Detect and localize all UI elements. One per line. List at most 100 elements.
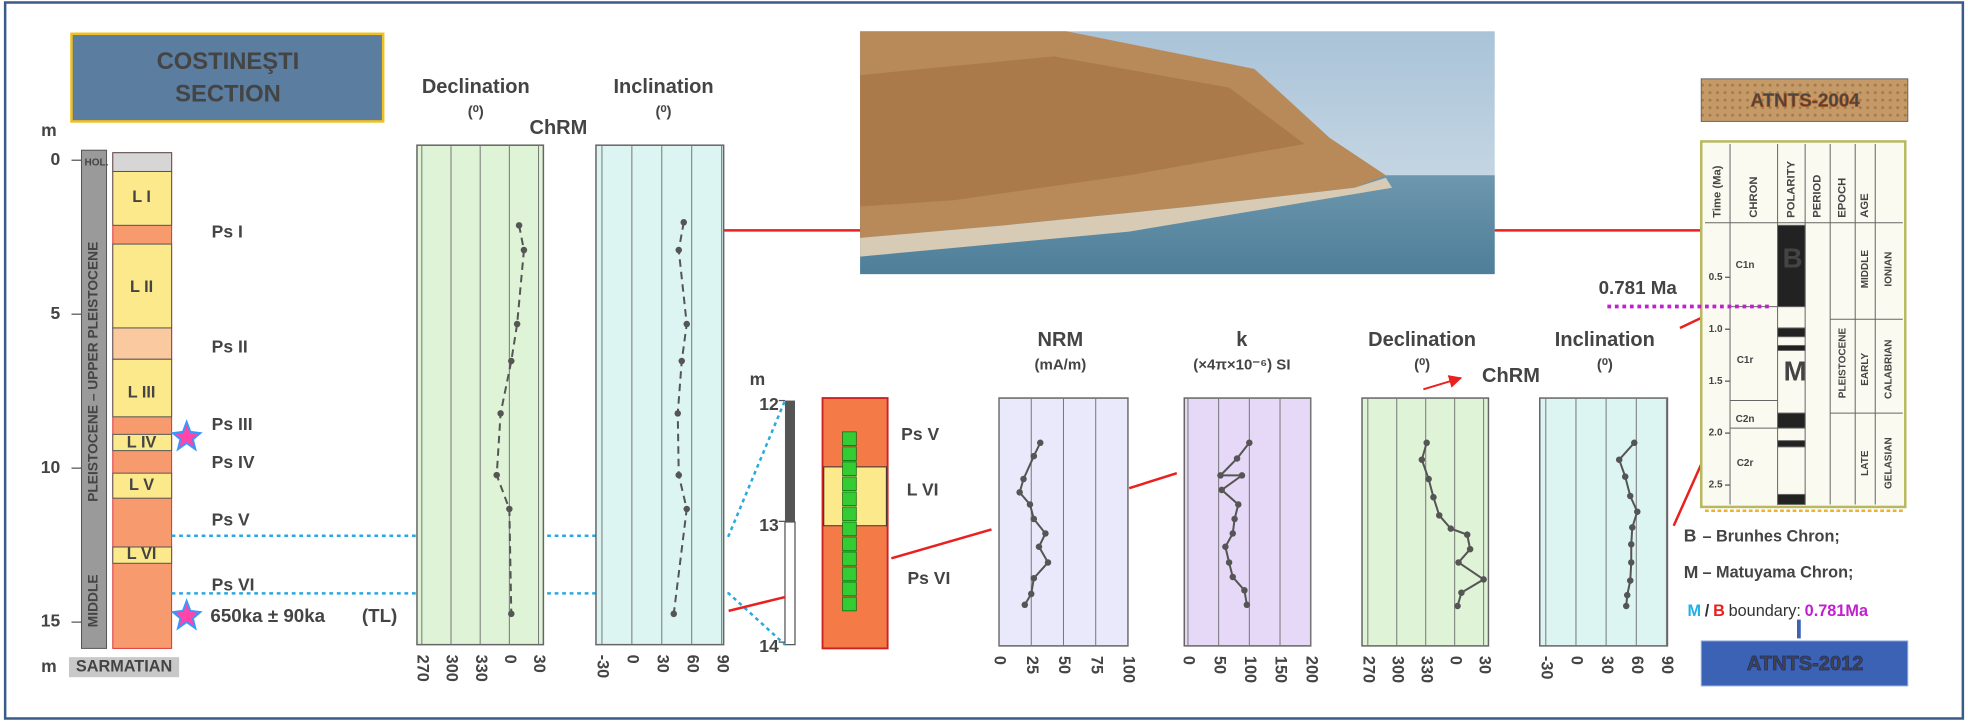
data-point (1463, 531, 1471, 538)
data-point (1430, 493, 1437, 501)
chart-title: Inclination (1555, 329, 1655, 351)
depth-tick-label: 15 (41, 611, 61, 631)
epoch-label: EARLY (1860, 352, 1871, 385)
data-point (1042, 530, 1049, 537)
paleosol-label: Ps VI (212, 574, 255, 594)
data-point (1418, 456, 1426, 463)
data-point (675, 471, 683, 479)
chart-subtitle: (⁰) (1414, 356, 1430, 373)
data-point (1466, 545, 1474, 553)
x-tick-label: 75 (1087, 656, 1105, 674)
data-point (493, 471, 500, 479)
data-point (683, 320, 690, 328)
unit-label: L VI (907, 479, 939, 499)
chart-annotation: ChRM (1482, 365, 1540, 387)
column-header: AGE (1859, 193, 1871, 218)
boundary-label: 0.781 Ma (1599, 277, 1678, 298)
data-point (683, 505, 690, 513)
data-point (506, 505, 513, 513)
x-tick-label: 330 (472, 655, 490, 682)
time-tick-label: 2.5 (1709, 480, 1723, 491)
base-label: SARMATIAN (76, 657, 172, 675)
data-point (1229, 530, 1237, 537)
detail-column (766, 300, 889, 701)
chart-subtitle: (⁰) (468, 104, 484, 121)
data-point (515, 222, 523, 229)
chron-label: C2r (1737, 458, 1754, 469)
x-tick-label: 0 (1568, 656, 1586, 665)
data-point (1615, 456, 1623, 463)
column-header: PERIOD (1812, 175, 1824, 218)
title-box (70, 32, 385, 123)
chart-title: Declination (422, 76, 530, 98)
data-line (672, 222, 688, 614)
photo (860, 31, 1495, 275)
data-point (1622, 602, 1630, 610)
time-tick-label: 2.0 (1709, 428, 1723, 439)
depth-unit: m (750, 369, 766, 389)
depth-tick-label: 5 (50, 303, 60, 323)
x-tick-label: 60 (1628, 656, 1646, 674)
column-header: POLARITY (1785, 160, 1797, 217)
data-point (1623, 591, 1631, 599)
strat-column (68, 149, 180, 678)
x-tick-label: 150 (1272, 656, 1290, 683)
data-point (680, 219, 687, 226)
x-tick-label: 30 (1475, 656, 1493, 674)
data-point (1628, 559, 1635, 566)
legend-part: / (1705, 602, 1710, 620)
data-point (1455, 559, 1462, 566)
x-tick-label: -30 (1538, 656, 1556, 680)
data-point (1241, 587, 1248, 594)
x-tick-label: -30 (594, 655, 612, 679)
data-point (670, 610, 678, 618)
data-point (1044, 559, 1052, 566)
x-tick-label: 30 (1598, 656, 1616, 674)
age-label: IONIAN (1884, 252, 1895, 287)
layer-label: L III (128, 383, 156, 401)
data-point (1030, 515, 1038, 523)
data-point (1229, 573, 1237, 581)
data-point (1035, 543, 1043, 551)
plot-area (1183, 397, 1312, 647)
timescale-title: ATNTS-2012 (1747, 653, 1863, 675)
depth-tick-label: 10 (41, 457, 61, 477)
x-tick-label: 25 (1023, 656, 1041, 674)
data-point (1225, 559, 1233, 566)
x-tick-label: 60 (683, 655, 701, 673)
legend-text: – Brunhes Chron; (1702, 527, 1839, 545)
x-tick-label: 0 (1446, 656, 1464, 665)
legend-part: M (1687, 602, 1701, 620)
x-tick-label: 50 (1210, 656, 1228, 674)
chron-label: C2n (1736, 414, 1755, 425)
column-header: EPOCH (1837, 178, 1849, 218)
depth-unit: m (41, 120, 57, 140)
chart-title: NRM (1038, 329, 1084, 351)
unit-label: Ps V (901, 424, 939, 444)
x-tick-label: 0 (991, 656, 1009, 665)
x-tick-label: 270 (1360, 656, 1378, 683)
depth-tick-label: 12 (759, 394, 779, 414)
x-tick-label: 300 (1388, 656, 1406, 683)
data-point (1425, 475, 1432, 483)
section-title: SECTION (175, 80, 281, 107)
x-tick-label: 30 (653, 655, 671, 673)
data-point (497, 410, 504, 417)
chart-annotation: ChRM (530, 117, 588, 139)
data-point (675, 246, 683, 254)
data-point (674, 410, 682, 417)
legend-text: – Matuyama Chron; (1702, 564, 1853, 582)
depth-tick-label: 13 (759, 515, 779, 535)
x-tick-label: 30 (530, 655, 548, 673)
legend-part: boundary: (1729, 602, 1801, 620)
chron-label: C1n (1736, 260, 1755, 271)
chart-subtitle: (⁰) (656, 104, 672, 121)
data-point (1480, 576, 1487, 583)
plot-area (1539, 397, 1669, 647)
data-point (1016, 489, 1023, 496)
time-tick-label: 0.5 (1709, 272, 1723, 283)
paleosol-label: Ps IV (212, 452, 255, 472)
